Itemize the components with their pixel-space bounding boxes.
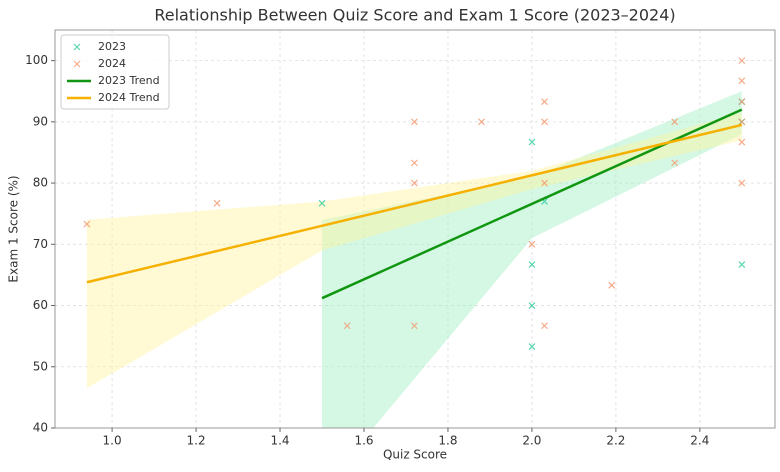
point [738, 98, 746, 106]
confidence-band [322, 91, 742, 428]
y-tick-label: 70 [33, 237, 48, 251]
trend-line [86, 123, 743, 284]
point [738, 138, 746, 146]
y-axis-title: Exam 1 Score (%) [7, 175, 21, 282]
point [671, 118, 679, 126]
point [541, 98, 548, 106]
legend-box [60, 34, 170, 110]
y-tick-label: 100 [25, 53, 48, 67]
plot-area [55, 30, 775, 428]
x-tick-label: 2.0 [522, 434, 541, 448]
point [213, 199, 221, 207]
x-tick-label: 2.4 [690, 434, 709, 448]
point [528, 261, 536, 268]
chart-title: Relationship Between Quiz Score and Exam… [154, 6, 675, 25]
point [410, 159, 418, 167]
point [738, 57, 746, 65]
x-tick-label: 2.2 [606, 434, 625, 448]
y-tick-label: 80 [33, 176, 48, 190]
point [528, 138, 536, 146]
point [671, 159, 679, 167]
y-tick-label: 40 [33, 421, 48, 435]
point [410, 179, 418, 187]
legend-label: 2023 [98, 40, 126, 53]
legend-marker [73, 60, 81, 68]
point [608, 281, 616, 289]
legend-marker [73, 43, 81, 51]
legend-label: 2023 Trend [98, 74, 160, 87]
y-tick-label: 60 [33, 298, 48, 312]
y-tick-label: 90 [33, 114, 48, 128]
point [478, 118, 485, 126]
point [738, 118, 746, 126]
point [343, 322, 351, 330]
x-tick-label: 1.4 [270, 434, 289, 448]
point [410, 322, 418, 330]
legend-label: 2024 [98, 57, 126, 70]
point [528, 240, 536, 248]
y-tick-label: 50 [33, 359, 48, 373]
point [528, 302, 536, 309]
x-axis-title: Quiz Score [383, 448, 447, 462]
point [738, 179, 746, 187]
point [318, 199, 326, 207]
x-tick-label: 1.6 [354, 434, 373, 448]
point [541, 179, 548, 187]
point [738, 77, 746, 85]
x-tick-label: 1.8 [438, 434, 457, 448]
point [541, 322, 548, 330]
point [528, 343, 536, 350]
plot-frame [54, 29, 776, 429]
x-tick-label: 1.0 [103, 434, 122, 448]
point [738, 261, 746, 268]
point [83, 220, 91, 228]
legend: 2023 2024 2023 Trend 2024 Trend [60, 34, 170, 110]
x-tick-label: 1.2 [187, 434, 206, 448]
point [541, 118, 548, 126]
point [410, 118, 418, 126]
legend-label: 2024 Trend [98, 91, 160, 104]
